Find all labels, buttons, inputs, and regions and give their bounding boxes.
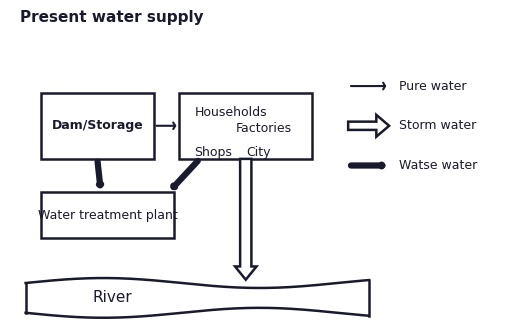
Polygon shape [348, 115, 389, 137]
Text: City: City [246, 146, 270, 159]
FancyBboxPatch shape [41, 192, 174, 238]
Text: Storm water: Storm water [399, 119, 477, 132]
Text: Pure water: Pure water [399, 79, 467, 93]
Text: Present water supply: Present water supply [20, 10, 204, 25]
Text: Factories: Factories [236, 122, 292, 135]
FancyBboxPatch shape [179, 93, 312, 159]
Text: Dam/Storage: Dam/Storage [51, 119, 143, 132]
Text: Water treatment plant: Water treatment plant [38, 209, 177, 222]
Text: Households: Households [195, 106, 267, 119]
FancyBboxPatch shape [41, 93, 154, 159]
Text: River: River [93, 290, 133, 306]
Polygon shape [235, 159, 257, 280]
Text: Shops: Shops [195, 146, 232, 159]
Text: Watse water: Watse water [399, 159, 478, 172]
